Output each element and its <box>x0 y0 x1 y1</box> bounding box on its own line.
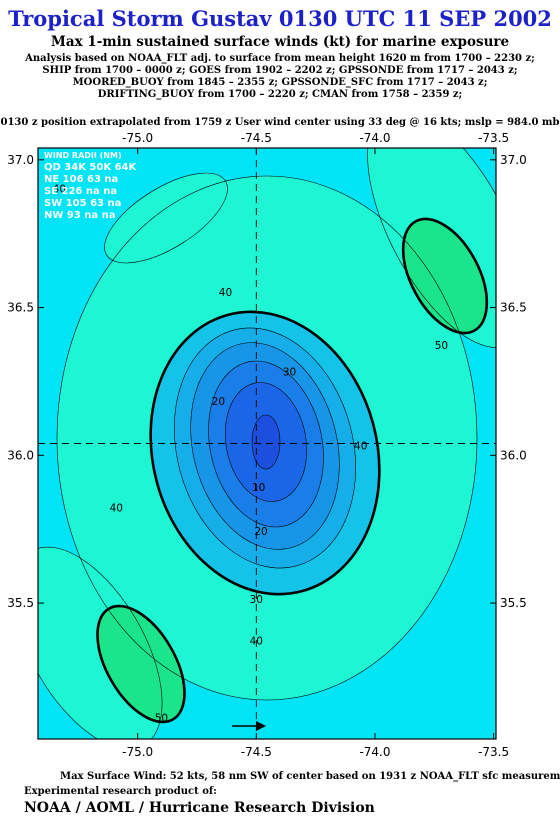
organization-name: NOAA / AOML / Hurricane Research Divisio… <box>24 800 375 816</box>
contour-label: 10 <box>252 482 265 494</box>
wind-radii-row: NE 106 63 na <box>44 174 118 185</box>
contour-fills <box>38 148 496 739</box>
y-tick-label-right: 35.5 <box>500 596 527 610</box>
contour-line-40 <box>56 175 478 701</box>
y-tick-label-left: 35.5 <box>7 596 34 610</box>
wind-contour-plot: 40 30 20 40 10 40 20 30 40 50 50 40 -75.0 -75.0 -74.5… <box>7 131 526 759</box>
y-tick-label-right: 36.0 <box>500 448 527 462</box>
x-tick-label-bottom: -73.5 <box>478 745 509 759</box>
center-crosshair <box>38 148 496 739</box>
contour-fill-5 <box>252 415 280 469</box>
x-tick-label-top: -75.0 <box>122 131 153 145</box>
contour-label: 40 <box>219 287 232 299</box>
x-tick-label-bottom: -74.0 <box>359 745 390 759</box>
contour-line-30 <box>149 310 381 596</box>
contour-line-5 <box>251 414 281 470</box>
x-tick-label-bottom: -74.5 <box>241 745 272 759</box>
contour-labels: 40 30 20 40 10 40 20 30 40 50 50 40 <box>53 183 448 724</box>
axis-tick-labels: -75.0 -75.0 -74.5 -74.5 -74.0 -74.0 -73.5 -73.5… <box>7 131 526 759</box>
contour-lines <box>38 148 496 739</box>
analysis-line: Analysis based on NOAA_FLT adj. to surfa… <box>25 53 535 64</box>
y-tick-label-right: 36.5 <box>500 301 527 315</box>
credit-line: Experimental research product of: <box>24 786 217 797</box>
wind-radii-row: SE 226 na na <box>44 186 117 197</box>
chart-title: Tropical Storm Gustav 0130 UTC 11 SEP 20… <box>8 6 552 31</box>
wind-radii-title: WIND RADII (NM) <box>44 151 122 160</box>
contour-line-25 <box>174 327 356 569</box>
y-tick-label-left: 37.0 <box>7 153 34 167</box>
contour-line-40-ne <box>367 148 496 348</box>
wind-radii-row: SW 105 63 na <box>44 198 121 209</box>
position-line: 0130 z position extrapolated from 1759 z… <box>0 117 560 128</box>
x-tick-label-top: -73.5 <box>478 131 509 145</box>
plot-frame <box>37 147 497 740</box>
contour-label: 30 <box>283 367 296 379</box>
y-tick-label-left: 36.0 <box>7 448 34 462</box>
contour-fill-50-sw <box>97 606 185 722</box>
contour-line-50-ne <box>401 217 489 335</box>
contour-line-15 <box>208 360 324 528</box>
contour-label: 50 <box>155 712 168 724</box>
contour-label: 40 <box>110 503 123 515</box>
analysis-line: DRIFTING_BUOY from 1700 – 2220 z; CMAN f… <box>97 89 463 100</box>
wind-radii-row: NW 93 na na <box>44 210 116 221</box>
analysis-line: MOORED_BUOY from 1845 – 2355 z; GPSSONDE… <box>72 77 488 88</box>
contour-fill-40-nw <box>104 173 228 263</box>
contour-label: 40 <box>53 183 66 195</box>
contour-label: 50 <box>435 340 448 352</box>
contour-line-50-sw <box>96 604 186 724</box>
y-tick-label-left: 36.5 <box>7 301 34 315</box>
contour-label: 30 <box>250 594 263 606</box>
analysis-line: SHIP from 1700 – 0000 z; GOES from 1902 … <box>42 65 518 76</box>
y-tick-label-right: 37.0 <box>500 153 527 167</box>
contour-label: 20 <box>254 526 267 538</box>
contour-label: 40 <box>354 440 367 452</box>
contour-label: 40 <box>250 635 263 647</box>
contour-line-40-nw <box>104 172 228 264</box>
wind-radii-row: QD 34K 50K 64K <box>44 162 137 173</box>
right-arrow-icon <box>232 721 266 731</box>
x-tick-label-bottom: -75.0 <box>122 745 153 759</box>
axis-ticks <box>38 148 496 739</box>
contour-label: 20 <box>212 396 225 408</box>
contour-line-20 <box>190 342 340 550</box>
contour-line-40-sw <box>38 546 163 739</box>
contour-line-10 <box>224 382 308 502</box>
chart-subtitle: Max 1-min sustained surface winds (kt) f… <box>50 34 510 50</box>
max-wind-note: Max Surface Wind: 52 kts, 58 nm SW of ce… <box>60 771 560 782</box>
x-tick-label-top: -74.0 <box>359 131 390 145</box>
x-tick-label-top: -74.5 <box>241 131 272 145</box>
